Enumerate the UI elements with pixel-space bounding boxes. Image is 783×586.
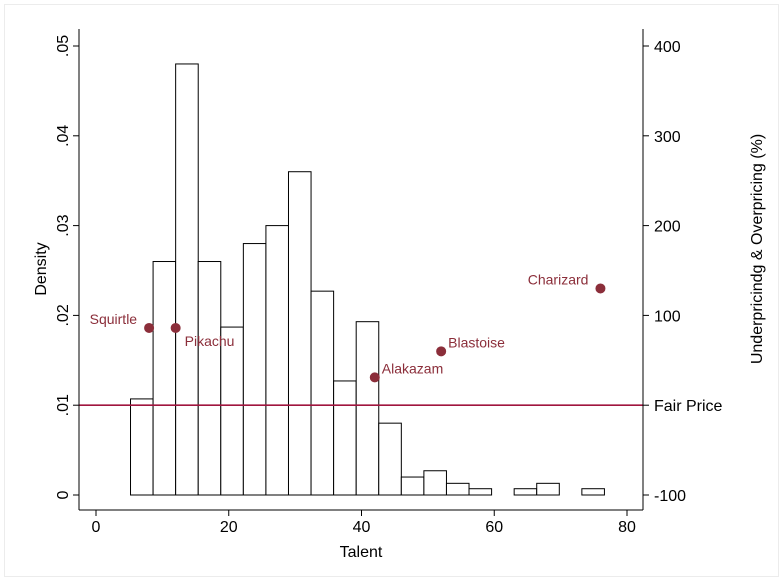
histogram-bar-16 [468,488,493,496]
histogram-bar-9 [310,290,335,496]
histogram-bar-3 [175,63,199,496]
point-charizard [595,283,606,294]
histogram-bar-10 [333,380,357,496]
fair-price-label: Fair Price [654,398,723,415]
axes: 0 20 40 60 80 0 .01 .02 .03 .04 .05 -100 100 200 300 40… [55,29,723,536]
point-squirtle [144,322,155,333]
y-left-tick-label-0: 0 [55,490,72,499]
histogram-bar-17 [513,488,538,496]
histogram-bar-13 [400,476,425,496]
histogram-bar-14 [423,470,447,496]
histogram-bar-5 [220,326,244,496]
histogram-bar-7 [265,225,289,496]
y-left-tick-label-.04: .04 [55,125,72,147]
point-blastoise [436,346,447,357]
point-label-squirtle: Squirtle [90,311,138,327]
point-label-alakazam: Alakazam [382,360,443,376]
histogram-bar-19 [581,488,605,496]
x-tick-label-60: 60 [485,519,503,536]
y-axis-label-left: Density [33,242,50,295]
histogram-bar-11 [355,321,380,496]
point-label-charizard: Charizard [528,271,589,287]
histogram-bar-18 [536,482,560,496]
y-right-tick-label-300: 300 [654,129,681,146]
x-axis-label: Talent [340,544,383,561]
histogram-bar-8 [287,171,312,496]
histogram-bar-6 [242,243,267,496]
y-right-tick-label--100: -100 [654,488,686,505]
x-tick-label-80: 80 [618,519,636,536]
point-alakazam [369,372,380,383]
point-label-pikachu: Pikachu [185,333,235,349]
y-right-tick-label-100: 100 [654,308,681,325]
y-left-tick-label-.02: .02 [55,304,72,326]
histogram-bar-15 [445,482,470,496]
y-left-tick-label-.01: .01 [55,394,72,416]
histogram-bar-1 [130,398,154,496]
histogram-bar-4 [197,261,222,496]
histogram-bar-2 [152,261,177,496]
y-right-tick-label-400: 400 [654,39,681,56]
y-left-tick-label-.03: .03 [55,214,72,236]
y-right-tick-label-200: 200 [654,219,681,236]
x-tick-label-40: 40 [353,519,371,536]
point-pikachu [170,322,181,333]
x-tick-label-20: 20 [220,519,238,536]
y-axis-label-right: Underpricindg & Overpricing (%) [749,134,766,364]
histogram-bar-12 [378,422,402,496]
scatter-points: Squirtle Pikachu Alakazam Blastoise Charizar… [90,271,606,383]
x-tick-label-0: 0 [92,519,101,536]
histogram-bars [130,63,605,496]
y-left-tick-label-.05: .05 [55,35,72,57]
point-label-blastoise: Blastoise [448,334,505,350]
